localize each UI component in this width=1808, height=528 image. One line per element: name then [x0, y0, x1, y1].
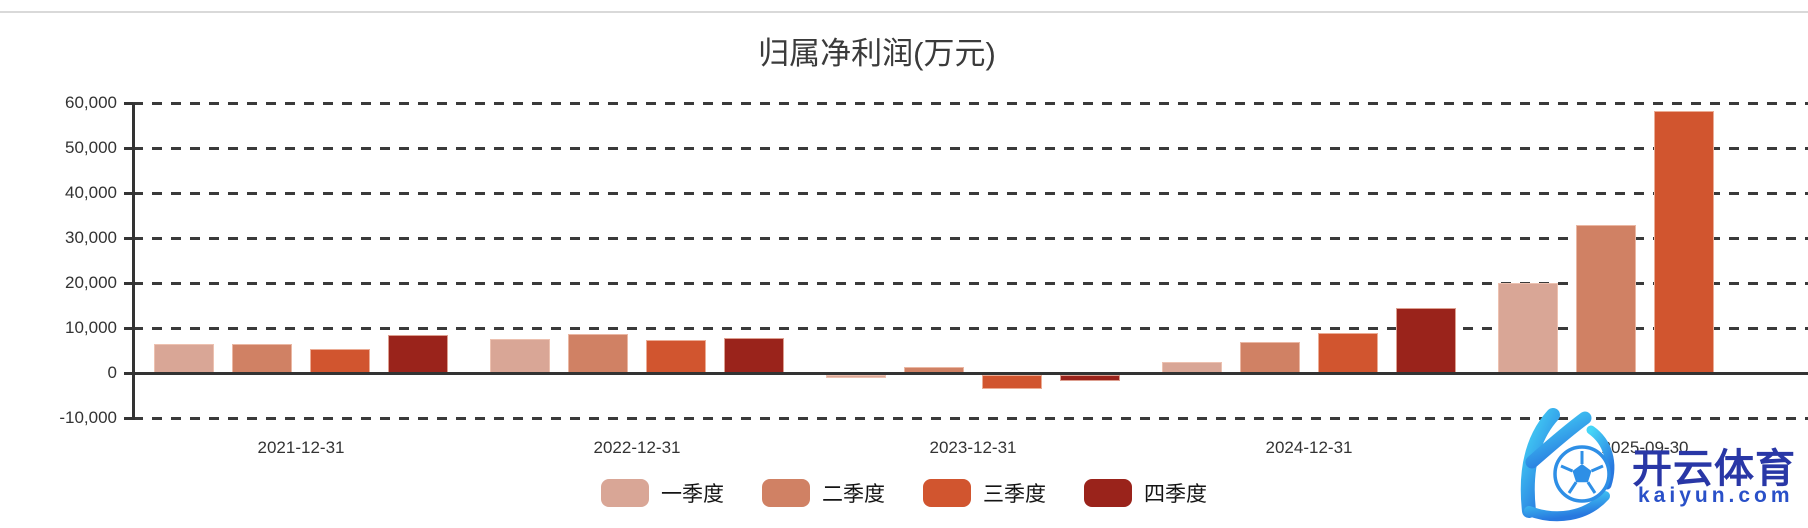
chart-title: 归属净利润(万元): [758, 36, 996, 71]
x-axis-category-label: 2025-09-30: [1601, 438, 1689, 457]
legend-item[interactable]: 二季度: [762, 478, 885, 508]
bar[interactable]: [1318, 332, 1378, 373]
legend-item[interactable]: 一季度: [601, 478, 724, 508]
y-axis-tick-label: -10,000: [59, 408, 117, 427]
bar[interactable]: [826, 375, 886, 378]
bar[interactable]: [1396, 308, 1456, 373]
y-axis-tick: [124, 102, 133, 105]
bar[interactable]: [1576, 224, 1636, 373]
gridline: [133, 237, 1808, 240]
y-axis-tick-label: 20,000: [65, 273, 117, 292]
y-axis-tick: [124, 327, 133, 330]
bar[interactable]: [568, 333, 628, 373]
x-axis-category-label: 2024-12-31: [1265, 438, 1353, 457]
y-axis-tick-label: 10,000: [65, 318, 117, 337]
legend-item[interactable]: 三季度: [923, 478, 1046, 508]
bar[interactable]: [154, 343, 214, 373]
legend-label: 二季度: [822, 483, 885, 506]
legend-item[interactable]: 四季度: [1084, 478, 1207, 508]
bar[interactable]: [1654, 110, 1714, 373]
y-axis-tick: [124, 282, 133, 285]
gridline: [133, 147, 1808, 150]
y-axis-line: [132, 103, 135, 420]
legend-swatch: [1084, 479, 1132, 507]
bar[interactable]: [982, 375, 1042, 389]
y-axis-tick-label: 40,000: [65, 183, 117, 202]
y-axis-tick-label: 60,000: [65, 93, 117, 112]
legend-swatch: [762, 479, 810, 507]
legend-label: 三季度: [983, 483, 1046, 506]
gridline: [133, 282, 1808, 285]
gridline: [133, 417, 1808, 420]
bar[interactable]: [1498, 283, 1558, 373]
x-axis-category-label: 2022-12-31: [593, 438, 681, 457]
bar[interactable]: [490, 339, 550, 373]
legend-label: 四季度: [1144, 483, 1207, 506]
y-axis-tick: [124, 237, 133, 240]
y-axis-tick-label: 30,000: [65, 228, 117, 247]
watermark-url-text[interactable]: kaiyun.com: [1638, 484, 1794, 507]
top-divider: [0, 11, 1808, 13]
bar[interactable]: [1240, 342, 1300, 373]
watermark-brand-text[interactable]: 开云体育: [1632, 447, 1796, 491]
bar[interactable]: [388, 335, 448, 373]
y-axis-tick: [124, 417, 133, 420]
bar[interactable]: [724, 337, 784, 373]
x-axis-category-label: 2021-12-31: [257, 438, 345, 457]
x-axis-line: [133, 372, 1808, 375]
y-axis-tick: [124, 192, 133, 195]
bar[interactable]: [1060, 375, 1120, 381]
y-axis-tick: [124, 147, 133, 150]
legend-swatch: [601, 479, 649, 507]
legend: 一季度 二季度 三季度 四季度: [0, 478, 1808, 508]
x-axis-category-label: 2023-12-31: [929, 438, 1017, 457]
watermark[interactable]: 开云体育 kaiyun.com: [1498, 408, 1808, 528]
gridline: [133, 192, 1808, 195]
gridline: [133, 102, 1808, 105]
bar[interactable]: [310, 348, 370, 373]
y-axis-tick-label: 50,000: [65, 138, 117, 157]
bar[interactable]: [232, 343, 292, 373]
y-axis-tick-label: 0: [107, 363, 117, 382]
kaiyun-logo-icon: [1520, 408, 1615, 522]
bar[interactable]: [646, 339, 706, 373]
legend-swatch: [923, 479, 971, 507]
gridline: [133, 327, 1808, 330]
y-axis-tick: [124, 372, 133, 375]
legend-label: 一季度: [661, 483, 724, 506]
